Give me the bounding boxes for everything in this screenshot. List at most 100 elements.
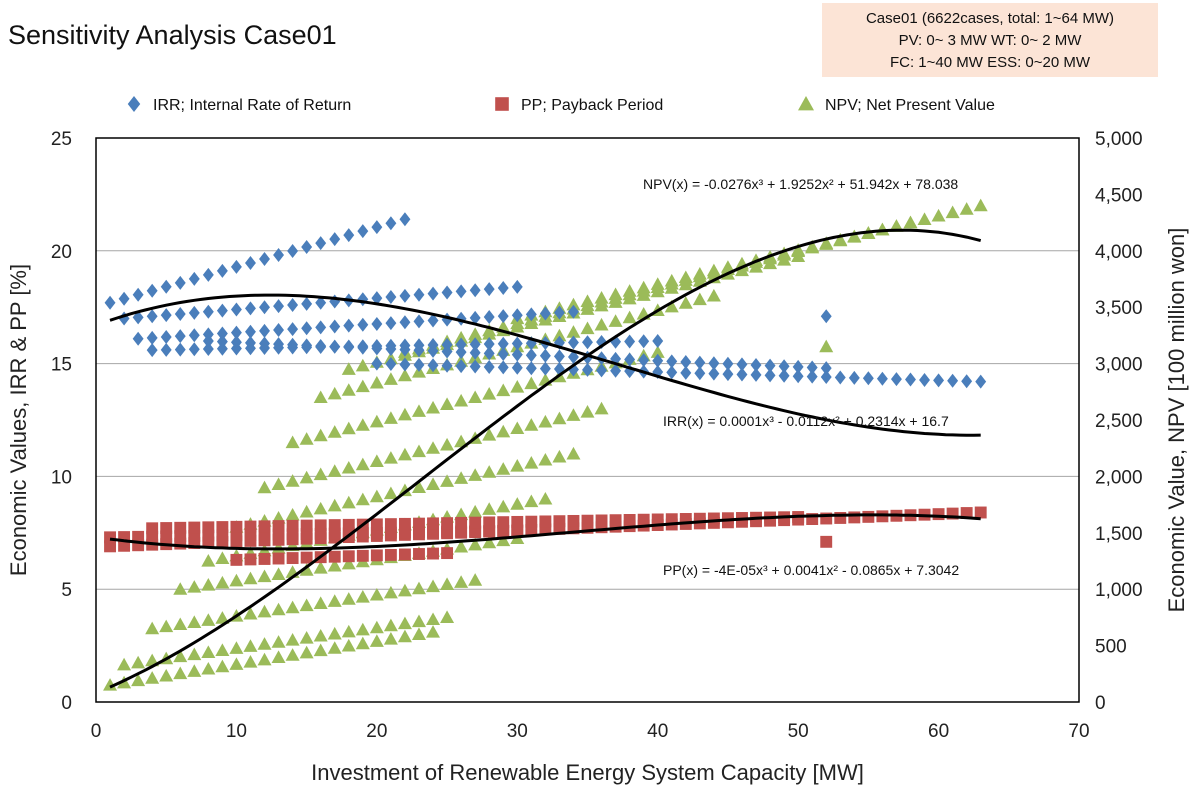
npv-point	[131, 655, 146, 669]
pp-point	[413, 526, 425, 539]
irr-point	[174, 329, 186, 344]
pp-point	[104, 531, 116, 544]
npv-point	[327, 626, 342, 640]
npv-point	[187, 664, 202, 677]
npv-point	[524, 494, 539, 508]
pp-point	[609, 520, 622, 533]
irr-point	[483, 337, 495, 352]
npv-point	[341, 638, 356, 652]
npv-point	[285, 600, 300, 614]
irr-point	[792, 359, 804, 374]
pp-point	[216, 521, 229, 534]
pp-point	[693, 512, 706, 525]
irr-point	[216, 326, 228, 341]
irr-point	[287, 337, 299, 352]
npv-point	[454, 575, 469, 588]
pp-point	[413, 548, 425, 560]
irr-point	[567, 335, 579, 350]
npv-point	[496, 462, 511, 475]
pp-point	[342, 527, 355, 540]
npv-point	[580, 321, 595, 335]
irr-point	[287, 322, 299, 337]
npv-point	[299, 645, 314, 659]
irr-point	[539, 348, 551, 363]
npv-point	[468, 327, 483, 340]
irr-point	[399, 315, 411, 330]
npv-point	[243, 655, 258, 668]
npv-point	[285, 633, 300, 646]
npv-point	[313, 628, 328, 642]
pp-point	[356, 527, 369, 540]
y-right-tick-label: 2,000	[1095, 467, 1143, 488]
irr-point	[792, 369, 804, 384]
trend-lines	[109, 228, 982, 689]
irr-point	[497, 309, 509, 324]
irr-point	[511, 347, 523, 362]
irr-point	[301, 240, 313, 255]
irr-point	[343, 228, 355, 243]
irr-point	[371, 341, 383, 356]
pp-point	[244, 553, 257, 566]
irr-point	[441, 285, 453, 300]
npv-point	[215, 575, 230, 589]
npv-point	[510, 380, 525, 393]
irr-point	[329, 232, 341, 247]
pp-point	[370, 549, 383, 562]
irr-point	[259, 336, 270, 351]
pp-point	[398, 548, 411, 561]
pp-point	[525, 524, 538, 536]
npv-point	[271, 635, 286, 648]
npv-point	[327, 386, 342, 400]
irr-point	[582, 362, 593, 377]
npv-point	[580, 294, 595, 307]
npv-point	[440, 474, 455, 487]
irr-point	[174, 342, 186, 357]
pp-point	[174, 530, 187, 543]
irr-point	[259, 323, 270, 338]
npv-point	[313, 467, 328, 481]
irr-point	[553, 349, 565, 364]
pp-point	[272, 528, 285, 541]
npv-point	[173, 666, 188, 680]
npv-point	[341, 495, 356, 509]
npv-point	[482, 535, 497, 549]
npv-point	[496, 533, 511, 547]
case-box-background	[822, 3, 1158, 77]
npv-point	[650, 345, 665, 358]
pp-point	[314, 527, 327, 540]
npv-point	[397, 447, 412, 461]
pp-point	[595, 521, 608, 534]
irr-point	[146, 283, 158, 298]
npv-point	[229, 641, 244, 654]
npv-point	[369, 620, 384, 634]
npv-point	[341, 556, 356, 570]
npv-point	[411, 614, 426, 628]
npv-point	[201, 577, 216, 591]
irr-point	[469, 283, 481, 298]
irr-point	[127, 96, 141, 112]
irr-point	[567, 350, 579, 365]
irr-point	[174, 275, 186, 290]
irr-point	[483, 309, 495, 324]
npv-point	[931, 208, 946, 222]
irr-point	[525, 348, 537, 363]
npv-point	[664, 273, 679, 287]
legend-label: PP; Payback Period	[521, 97, 663, 114]
fit-equation: PP(x) = -4E-05x³ + 0.0041x² - 0.0865x + …	[663, 562, 959, 578]
npv-point	[622, 284, 637, 297]
irr-point	[638, 353, 650, 368]
y-axis-right-label: Economic Value, NPV [100 million won]	[1164, 228, 1189, 613]
npv-point	[327, 498, 342, 512]
irr-point	[567, 304, 579, 319]
pp-point	[441, 517, 454, 530]
irr-point	[652, 364, 664, 379]
pp-point	[286, 528, 299, 541]
irr-point	[722, 356, 734, 371]
irr-point	[455, 359, 467, 374]
irr-point	[708, 356, 720, 371]
trend-line-diamond	[109, 293, 981, 437]
pp-point	[665, 513, 678, 526]
pp-point	[174, 537, 187, 550]
irr-point	[202, 334, 214, 349]
npv-point	[650, 277, 665, 290]
